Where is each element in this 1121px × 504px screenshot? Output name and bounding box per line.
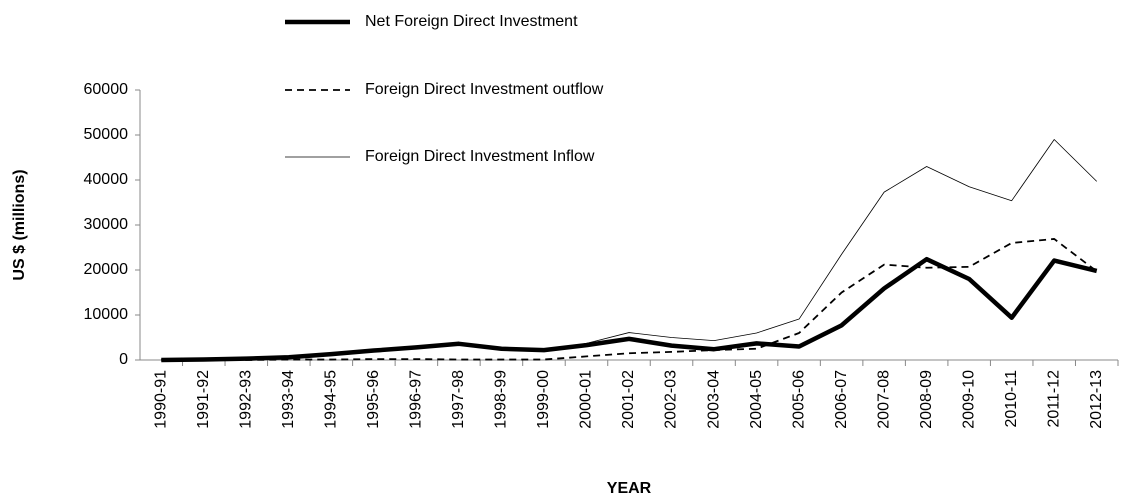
x-tick-label: 1998-99 <box>493 370 510 429</box>
x-tick-label: 2008-09 <box>918 370 935 429</box>
y-tick-label: 30000 <box>84 216 129 233</box>
legend-label: Net Foreign Direct Investment <box>365 13 578 30</box>
series-line <box>161 256 1098 363</box>
x-tick-label: 2009-10 <box>960 370 977 429</box>
y-axis-label: US $ (millions) <box>11 169 28 280</box>
x-tick-label: 2011-12 <box>1045 370 1062 428</box>
x-tick-label: 1992-93 <box>238 370 255 429</box>
x-tick-label: 2004-05 <box>748 370 765 429</box>
x-tick-label: 1990-91 <box>152 370 169 429</box>
x-tick-label: 2003-04 <box>705 370 722 429</box>
x-tick-label: 2005-06 <box>790 370 807 429</box>
x-tick-label: 2006-07 <box>833 370 850 429</box>
y-tick-label: 0 <box>119 351 128 368</box>
y-tick-label: 40000 <box>84 171 129 188</box>
y-tick-label: 60000 <box>84 81 129 98</box>
x-tick-label: 1995-96 <box>365 370 382 429</box>
y-tick-label: 10000 <box>84 306 129 323</box>
x-tick-label: 1996-97 <box>408 370 425 429</box>
legend-label: Foreign Direct Investment Inflow <box>365 148 595 165</box>
x-tick-label: 1997-98 <box>450 370 467 429</box>
y-tick-label: 20000 <box>84 261 129 278</box>
y-tick-label: 50000 <box>84 126 129 143</box>
x-tick-label: 1993-94 <box>280 370 297 429</box>
series-line <box>161 139 1098 360</box>
x-tick-label: 1999-00 <box>535 370 552 429</box>
x-tick-label: 2010-11 <box>1003 370 1020 428</box>
x-tick-label: 2002-03 <box>663 370 680 429</box>
x-axis-label: YEAR <box>607 480 652 497</box>
legend-label: Foreign Direct Investment outflow <box>365 81 604 98</box>
x-tick-label: 2000-01 <box>578 370 595 429</box>
x-tick-label: 1994-95 <box>323 370 340 429</box>
x-tick-label: 2001-02 <box>620 370 637 429</box>
x-tick-label: 1991-92 <box>195 370 212 429</box>
x-tick-label: 2012-13 <box>1088 370 1105 429</box>
x-tick-label: 2007-08 <box>875 370 892 429</box>
series-line <box>161 238 1098 361</box>
